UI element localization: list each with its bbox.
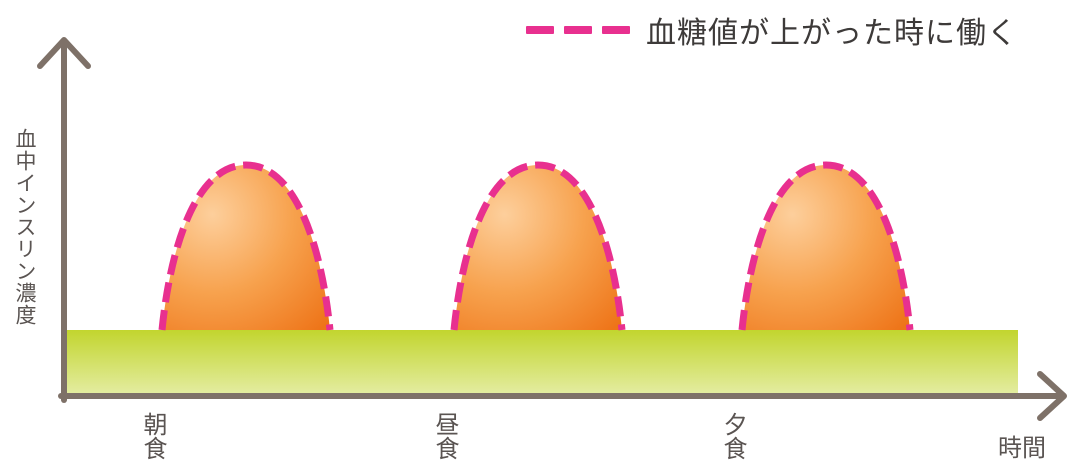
y-axis-label: 血中インスリン濃度 — [13, 128, 37, 326]
dashed-line-legend-icon — [526, 20, 630, 40]
lunch-peak — [450, 161, 626, 331]
legend-label: 血糖値が上がった時に働く — [646, 16, 1018, 51]
meal-label-breakfast: 朝食 — [139, 412, 167, 460]
meal-label-lunch: 昼食 — [431, 412, 459, 460]
x-axis-label: 時間 — [998, 434, 1046, 462]
legend: 血糖値が上がった時に働く — [526, 10, 1018, 51]
meal-label-dinner: 夕食 — [719, 412, 747, 460]
y-axis — [37, 37, 91, 403]
x-axis — [58, 371, 1067, 421]
breakfast-peak — [158, 161, 334, 331]
basal-secretion-band — [66, 330, 1018, 393]
dinner-peak — [738, 161, 914, 331]
